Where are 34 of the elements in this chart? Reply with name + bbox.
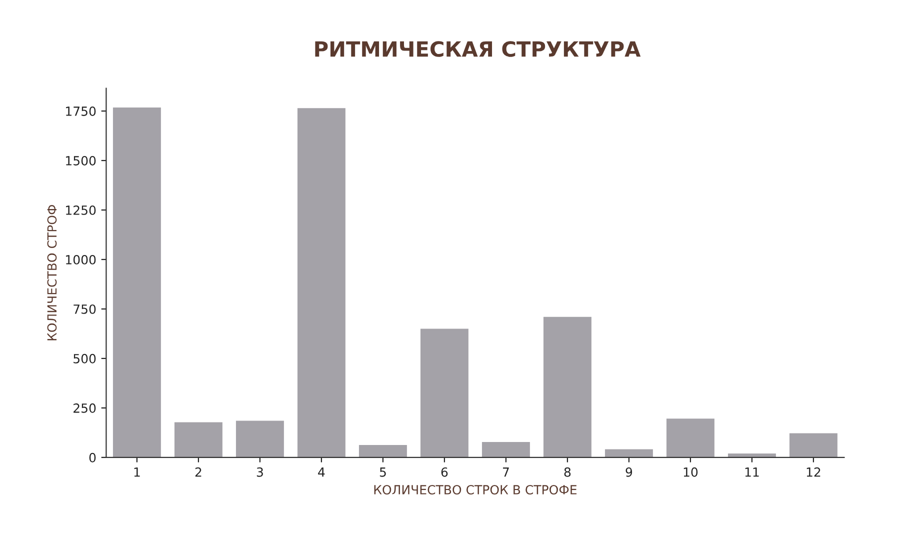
x-tick-label: 3 xyxy=(256,467,263,477)
x-tick-label: 7 xyxy=(503,468,509,477)
x-tick-label: 1 xyxy=(134,468,140,477)
bar xyxy=(112,107,161,458)
bar xyxy=(789,433,838,458)
y-tick-label: 1250 xyxy=(66,205,96,215)
bar xyxy=(236,420,284,458)
x-tick-label: 6 xyxy=(441,467,448,477)
y-tick-label: 1000 xyxy=(66,254,96,264)
x-tick-label: 4 xyxy=(318,468,325,477)
y-axis-title: КОЛИЧЕСТВО СТРОФ xyxy=(47,205,57,340)
y-tick-label: 1750 xyxy=(66,106,96,116)
y-tick-label: 500 xyxy=(74,354,96,364)
x-tick-label: 12 xyxy=(806,467,820,477)
x-tick-label: 9 xyxy=(626,467,632,477)
bar xyxy=(358,444,407,458)
x-tick-label: 10 xyxy=(684,467,698,477)
y-tick-label: 750 xyxy=(74,304,96,314)
bar xyxy=(604,449,653,458)
y-tick-label: 1500 xyxy=(66,156,96,166)
x-tick-label: 8 xyxy=(564,467,571,477)
x-tick-label: 2 xyxy=(195,467,202,477)
bar xyxy=(420,328,468,458)
x-tick-label: 5 xyxy=(380,468,386,477)
x-axis-title: КОЛИЧЕСТВО СТРОК В СТРОФЕ xyxy=(374,485,577,494)
x-tick-label: 11 xyxy=(745,468,759,477)
y-tick-label: 0 xyxy=(89,452,96,462)
bar xyxy=(174,422,222,458)
bar xyxy=(297,108,346,458)
chart-title: РИТМИЧЕСКАЯ СТРУКТУРА xyxy=(315,41,641,57)
y-tick-label: 250 xyxy=(74,403,96,413)
bar xyxy=(482,442,530,458)
bar xyxy=(666,418,714,458)
bar xyxy=(543,316,592,458)
